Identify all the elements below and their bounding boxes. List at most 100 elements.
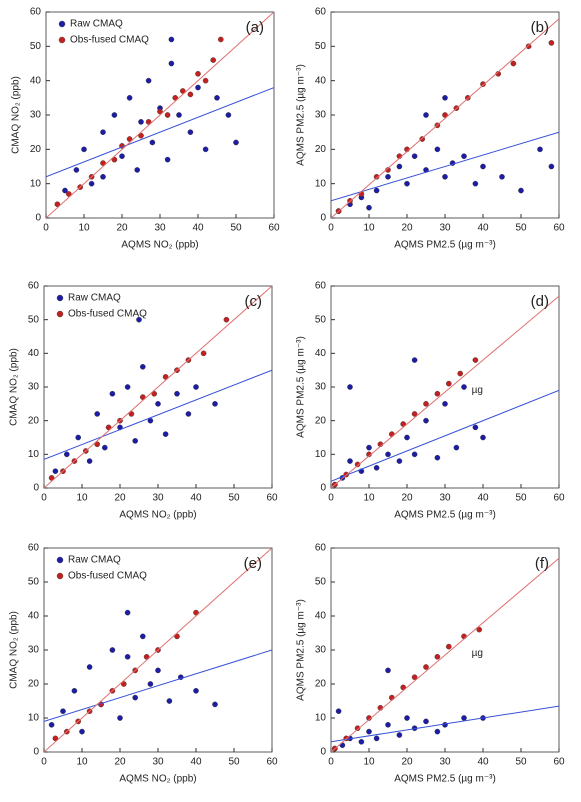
point bbox=[411, 153, 418, 159]
point bbox=[396, 458, 403, 464]
x-tick-label: 60 bbox=[553, 223, 565, 234]
point bbox=[139, 394, 146, 400]
point bbox=[472, 357, 479, 363]
x-tick-label: 20 bbox=[401, 757, 413, 768]
point bbox=[132, 438, 138, 444]
y-tick-label: 40 bbox=[28, 611, 40, 622]
y-tick-label: 20 bbox=[315, 679, 327, 690]
y-axis-label: CMAQ NO₂ (ppb) bbox=[9, 348, 20, 426]
y-tick-label: 0 bbox=[35, 213, 41, 224]
point bbox=[52, 468, 59, 474]
panel: 0 10 20 30 40 50 60 0 10 20 30 40 50 60 AQMS PM2.5 (µg… bbox=[296, 543, 565, 785]
point bbox=[510, 60, 517, 67]
point bbox=[179, 88, 186, 94]
point bbox=[366, 204, 372, 211]
point bbox=[358, 739, 365, 745]
point bbox=[100, 129, 106, 135]
point bbox=[162, 431, 169, 437]
points bbox=[46, 12, 274, 218]
panel-label: (c) bbox=[245, 293, 263, 310]
point bbox=[373, 464, 380, 471]
x-axis-label: AQMS PM2.5 (µg m⁻³) bbox=[394, 240, 496, 251]
y-tick-label: 10 bbox=[28, 713, 40, 724]
panel: 0 10 20 30 40 50 60 0 10 20 30 40 50 60 AQMS NO₂ (ppb)… bbox=[9, 281, 278, 521]
point bbox=[210, 57, 216, 63]
point bbox=[79, 728, 85, 735]
point bbox=[86, 458, 93, 464]
point bbox=[423, 417, 429, 424]
point bbox=[434, 454, 441, 461]
point bbox=[347, 458, 353, 464]
x-tick-label: 10 bbox=[363, 757, 375, 768]
point bbox=[385, 667, 391, 674]
point bbox=[202, 77, 209, 84]
point bbox=[385, 722, 391, 728]
point bbox=[174, 633, 180, 640]
x-tick-label: 10 bbox=[78, 223, 90, 234]
y-tick-label: 20 bbox=[315, 144, 327, 155]
point bbox=[525, 43, 532, 50]
point bbox=[64, 451, 70, 458]
point bbox=[176, 112, 182, 118]
plot-frame bbox=[330, 285, 560, 489]
point bbox=[366, 444, 372, 451]
panel-label: (e) bbox=[244, 555, 262, 572]
points bbox=[331, 18, 559, 218]
plot-frame bbox=[330, 547, 560, 753]
point bbox=[145, 119, 152, 125]
fit-line bbox=[331, 131, 559, 202]
y-tick-label: 30 bbox=[315, 382, 327, 393]
point bbox=[385, 173, 391, 180]
point bbox=[117, 715, 123, 721]
y-tick-label: 50 bbox=[315, 41, 327, 52]
y-tick-label: 60 bbox=[30, 7, 42, 18]
y-tick-label: 10 bbox=[315, 713, 327, 724]
point bbox=[373, 735, 380, 742]
y-tick-label: 0 bbox=[320, 483, 326, 494]
panel-label: (b) bbox=[531, 19, 549, 36]
fit-line bbox=[44, 548, 272, 752]
x-tick-label: 30 bbox=[152, 493, 164, 504]
x-tick-label: 40 bbox=[477, 223, 489, 234]
x-tick-label: 30 bbox=[152, 757, 164, 768]
y-tick-label: 50 bbox=[30, 41, 42, 52]
point bbox=[200, 350, 207, 357]
point bbox=[124, 384, 131, 390]
point bbox=[385, 451, 391, 458]
point bbox=[457, 370, 464, 377]
y-tick-label: 10 bbox=[315, 449, 327, 460]
point bbox=[73, 167, 80, 173]
point bbox=[136, 316, 142, 323]
point bbox=[75, 434, 81, 441]
panel: 0 10 20 30 40 50 60 0 10 20 30 40 50 60 AQMS PM2.5 (µg… bbox=[296, 281, 565, 521]
point bbox=[164, 112, 171, 118]
point bbox=[187, 91, 194, 98]
x-tick-label: 50 bbox=[515, 493, 527, 504]
point bbox=[472, 424, 479, 431]
points bbox=[331, 557, 559, 752]
fit-line bbox=[331, 18, 559, 218]
x-tick-label: 60 bbox=[553, 493, 565, 504]
x-tick-label: 50 bbox=[228, 493, 240, 504]
point bbox=[223, 316, 230, 323]
y-tick-label: 50 bbox=[315, 314, 327, 325]
x-tick-label: 60 bbox=[266, 493, 278, 504]
x-tick-label: 20 bbox=[114, 757, 126, 768]
x-tick-label: 50 bbox=[230, 223, 242, 234]
point bbox=[354, 725, 361, 732]
fit-line bbox=[44, 649, 272, 722]
x-tick-label: 10 bbox=[363, 223, 375, 234]
x-tick-label: 30 bbox=[154, 223, 166, 234]
point bbox=[109, 647, 116, 653]
x-tick-label: 40 bbox=[190, 757, 202, 768]
point bbox=[396, 163, 403, 170]
y-tick-label: 60 bbox=[28, 281, 40, 292]
point bbox=[155, 667, 161, 674]
y-tick-label: 20 bbox=[28, 679, 40, 690]
point bbox=[124, 654, 131, 660]
x-tick-label: 20 bbox=[401, 493, 413, 504]
y-tick-label: 0 bbox=[33, 483, 39, 494]
point bbox=[434, 654, 441, 660]
panel: 0 10 20 30 40 50 60 0 10 20 30 40 50 60 AQMS NO₂ (ppb)… bbox=[9, 543, 278, 785]
point bbox=[212, 701, 218, 708]
